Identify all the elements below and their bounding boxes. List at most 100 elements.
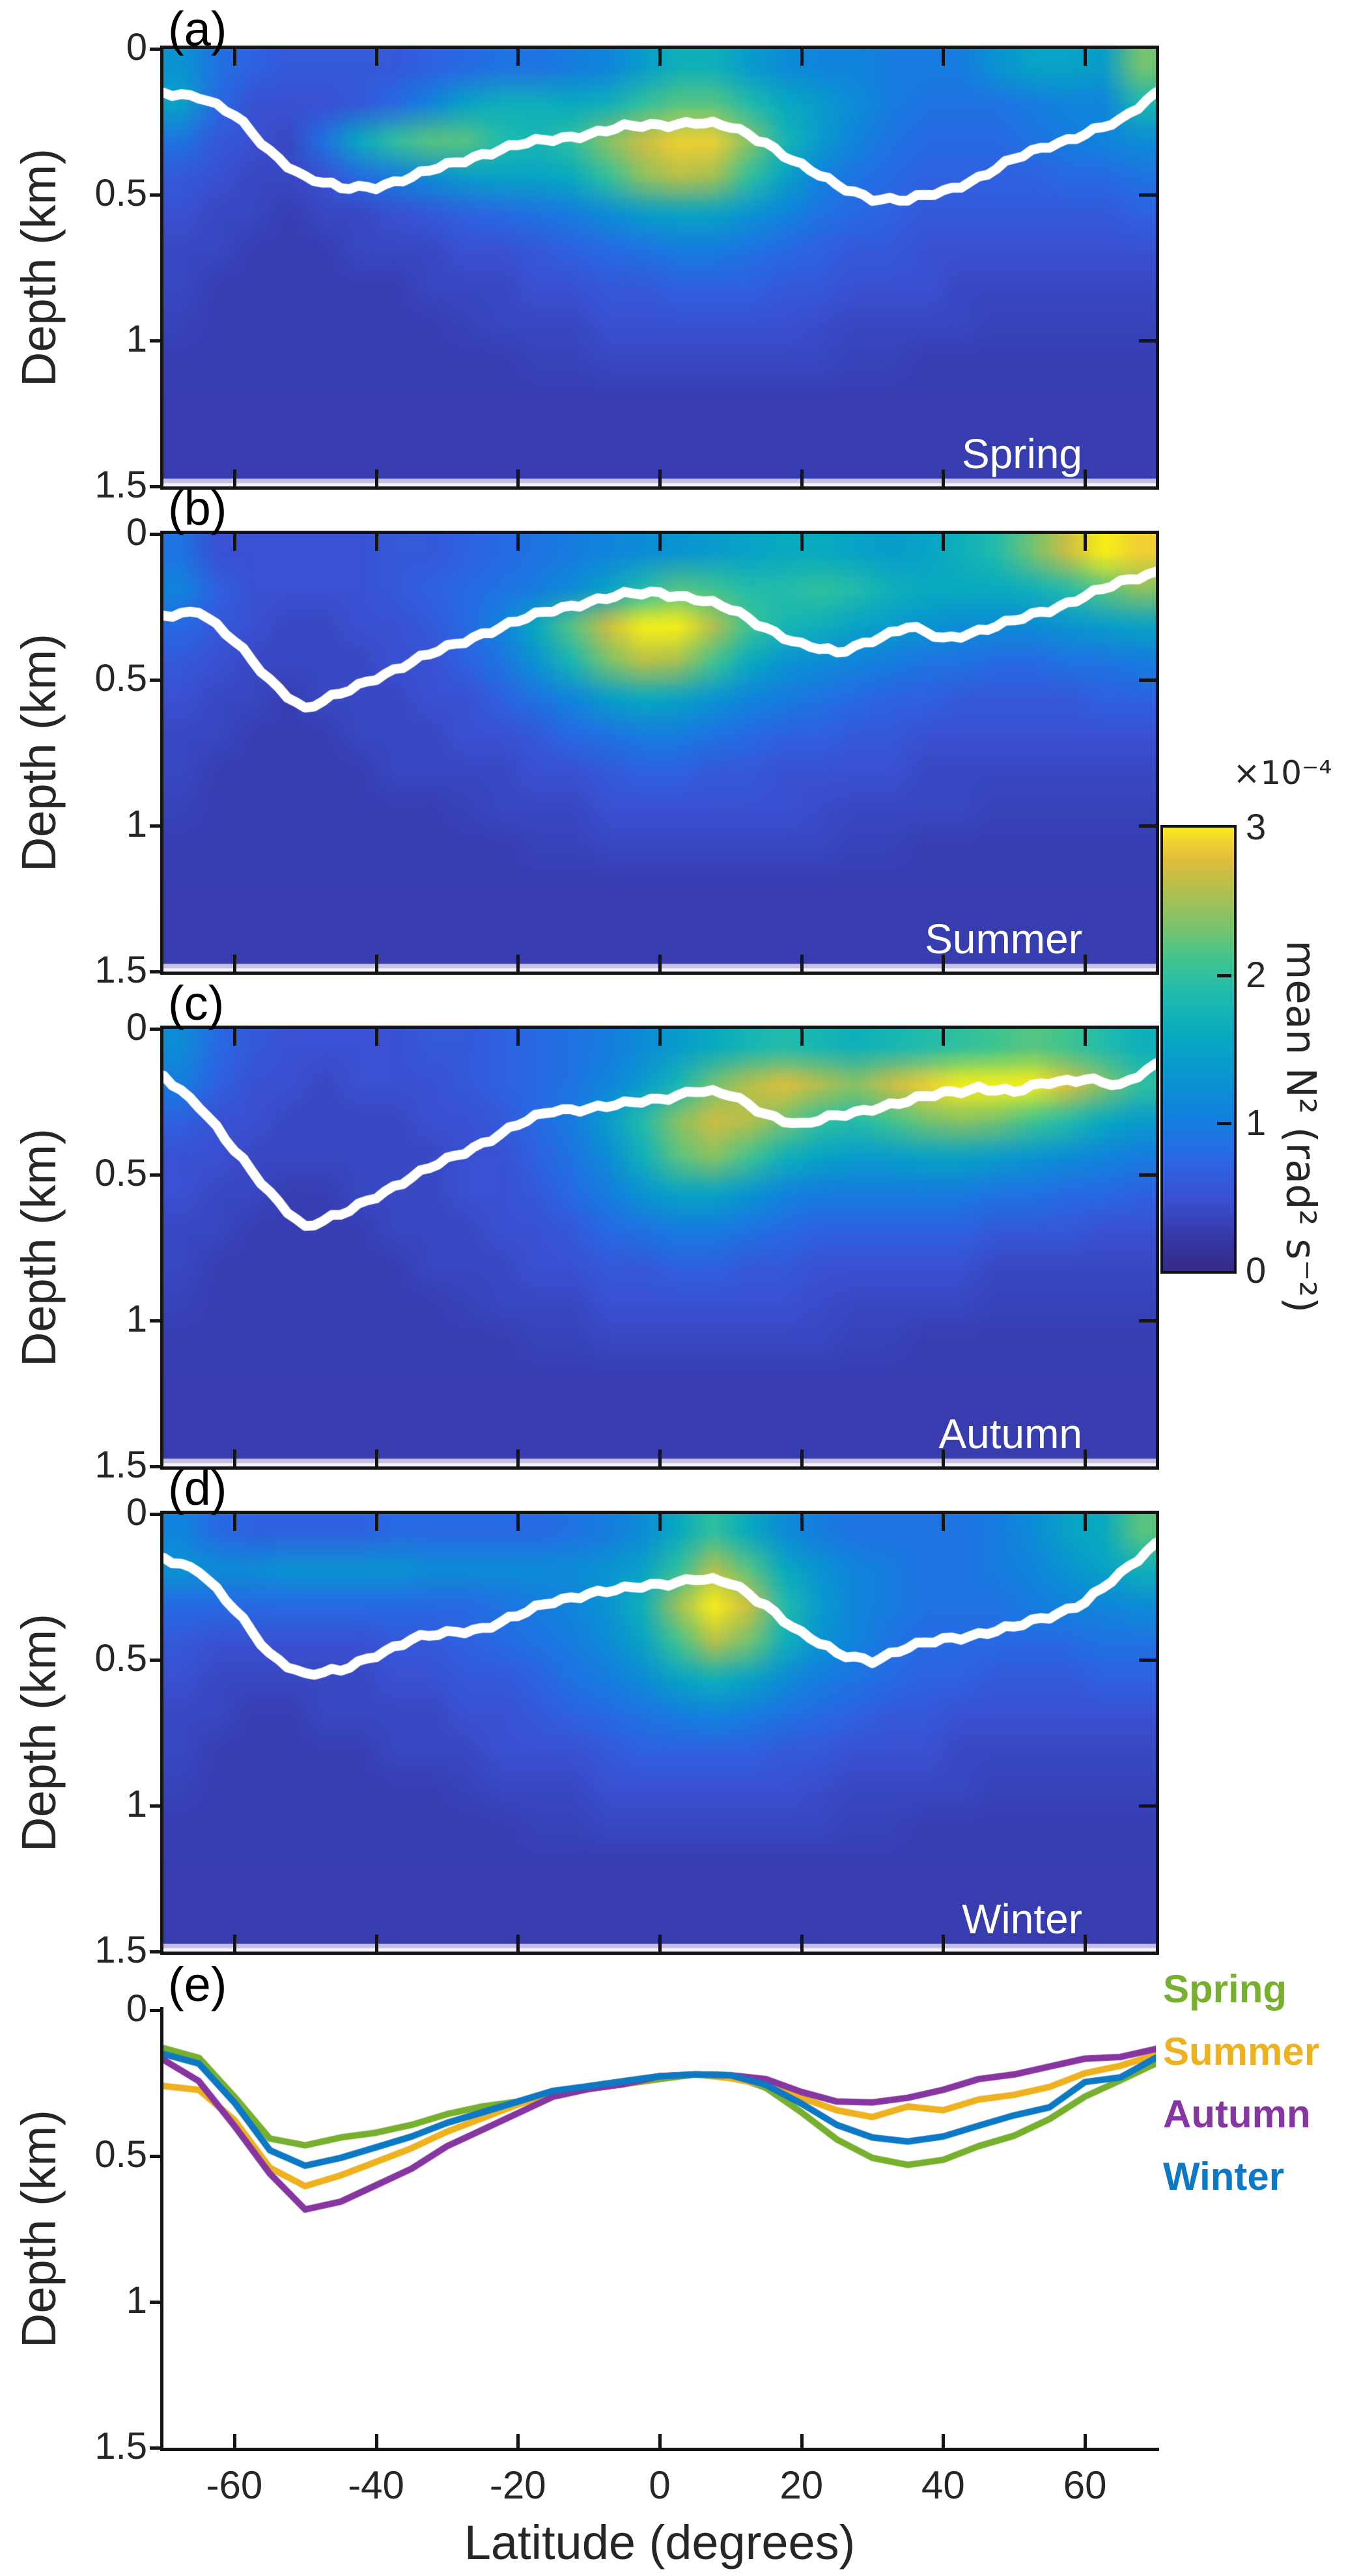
y-tick [1139,1659,1156,1662]
y-tick [150,2446,160,2450]
x-tick [800,2434,804,2451]
x-tick [232,955,236,972]
y-tick-label: 1 [126,2279,147,2321]
x-tick [800,534,804,551]
x-tick-label: 0 [649,2463,671,2507]
colorbar-tick-label: 0 [1246,1250,1267,1291]
x-tick [232,2434,236,2451]
x-tick [942,1029,946,1046]
x-tick [374,49,378,66]
y-tick-label: 1 [126,1298,147,1340]
y-tick [150,533,160,536]
x-tick [942,955,946,972]
panel-label-b: (b) [168,481,227,535]
heatmap-summer-canvas [163,534,1156,972]
x-tick [516,1449,520,1466]
x-tick-label: 40 [921,2463,965,2507]
x-tick-label: -60 [206,2463,263,2507]
x-tick [1084,1029,1087,1046]
y-axis-label-c: Depth (km) [12,1128,66,1367]
x-tick-label: -20 [489,2463,546,2507]
heatmap-winter-canvas [163,1514,1156,1952]
x-tick [800,469,804,486]
x-tick [800,1029,804,1046]
x-tick [658,1935,662,1952]
x-tick [658,49,662,66]
x-tick [800,1449,804,1466]
panel-d-box [160,1511,1159,1955]
y-tick [150,1028,160,1031]
x-tick [658,469,662,486]
y-axis-label-a: Depth (km) [12,148,66,387]
heatmap-spring-canvas [163,49,1156,486]
x-tick [1084,49,1087,66]
x-tick [942,49,946,66]
x-tick [374,2434,378,2451]
heatmap-autumn-canvas [163,1029,1156,1466]
y-tick-label: 0.5 [94,172,147,214]
y-tick [1139,1319,1156,1323]
legend-item-spring: Spring [1163,1967,1287,2011]
x-tick [658,2434,662,2451]
season-label-autumn: Autumn [938,1410,1082,1457]
y-tick [150,1173,160,1177]
panel-c-box [160,1026,1159,1470]
y-tick [150,1513,160,1516]
x-tick [1084,1935,1087,1952]
y-tick [150,679,160,682]
y-tick-label: 0 [126,26,147,68]
y-tick [150,2155,160,2158]
y-tick [150,2009,160,2012]
y-tick-label: 1.5 [94,1444,147,1486]
x-tick [516,49,520,66]
y-tick [150,193,160,197]
x-tick-label: -40 [348,2463,404,2507]
colorbar-tick-label: 1 [1246,1102,1267,1143]
y-tick [150,824,160,828]
panel-label-e: (e) [168,1957,227,2011]
x-tick [942,1935,946,1952]
x-axis-label: Latitude (degrees) [464,2515,856,2569]
x-tick [516,1029,520,1046]
y-tick-label: 1 [126,803,147,845]
colorbar-tick-label: 3 [1246,806,1267,847]
panel-e-left-axis [160,2007,163,2451]
x-tick [658,955,662,972]
x-tick [800,1514,804,1531]
y-tick [1139,1804,1156,1808]
colorbar-tick [1217,1122,1231,1125]
y-tick [150,1319,160,1323]
y-tick-label: 1.5 [94,949,147,991]
y-tick-label: 1 [126,318,147,360]
legend-item-winter: Winter [1163,2155,1285,2198]
y-tick [1139,1173,1156,1177]
panel-label-c: (c) [168,976,225,1030]
x-tick [1084,534,1087,551]
x-tick [232,1449,236,1466]
x-tick [232,534,236,551]
panel-label-d: (d) [168,1461,227,1515]
x-tick [800,1935,804,1952]
season-label-spring: Spring [962,430,1082,477]
x-tick [800,955,804,972]
x-tick [374,1935,378,1952]
x-tick [232,1029,236,1046]
colorbar [1160,825,1237,1274]
y-tick-label: 0.5 [94,1637,147,1679]
y-tick-label: 0.5 [94,657,147,699]
season-label-summer: Summer [925,916,1082,962]
x-tick [232,469,236,486]
x-tick [1084,1449,1087,1466]
panel-b-box [160,531,1159,975]
x-tick [516,1935,520,1952]
y-tick [150,1465,160,1468]
x-tick [658,1514,662,1531]
x-tick [232,49,236,66]
y-tick [150,1950,160,1953]
y-tick [150,1659,160,1662]
y-tick-label: 0 [126,1987,147,2030]
legend-item-summer: Summer [1163,2030,1320,2073]
y-tick [150,485,160,488]
y-tick [150,1804,160,1808]
legend-item-autumn: Autumn [1163,2092,1311,2136]
